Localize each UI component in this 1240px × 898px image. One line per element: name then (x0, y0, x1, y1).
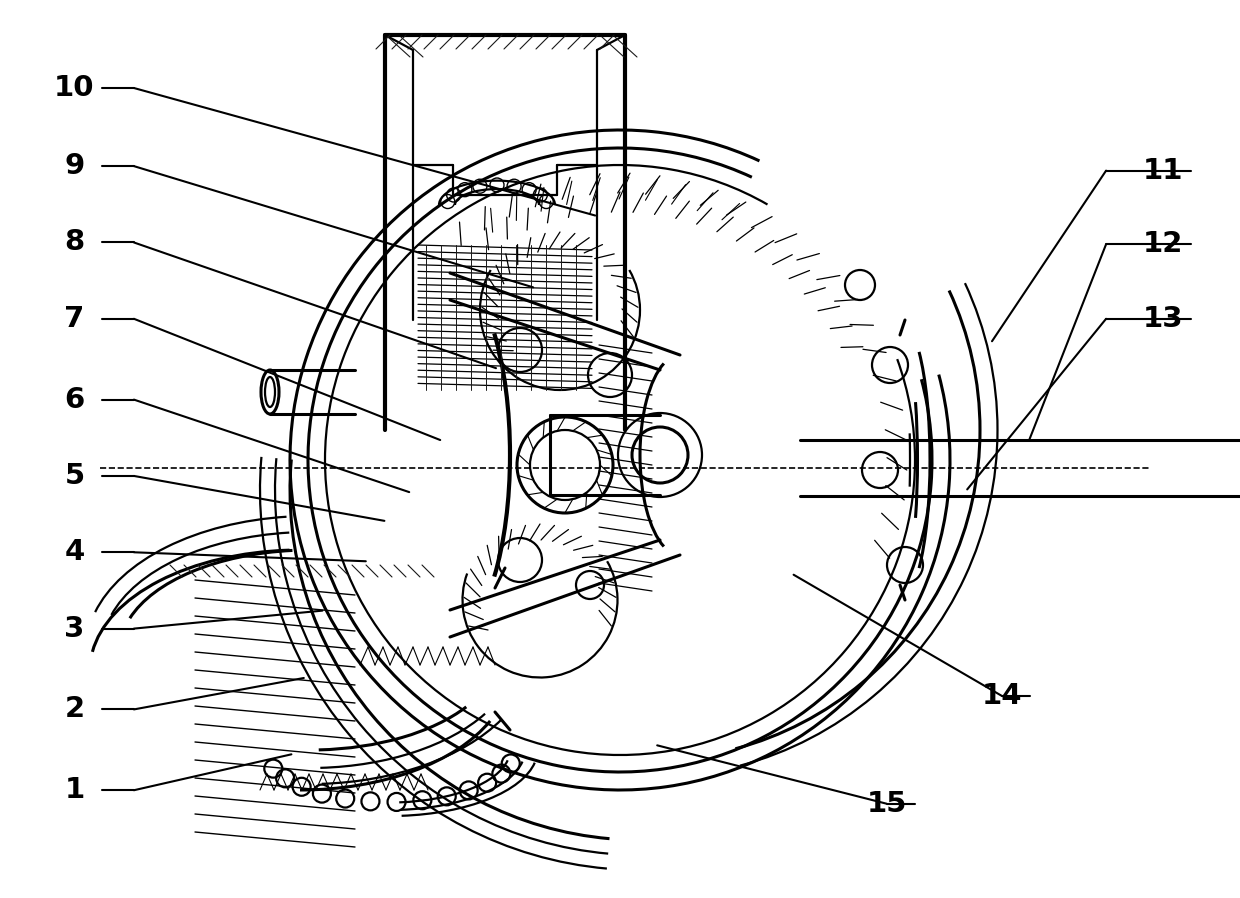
Text: 15: 15 (867, 789, 906, 818)
Text: 14: 14 (982, 682, 1022, 710)
Text: 4: 4 (64, 538, 84, 567)
Text: 10: 10 (55, 74, 94, 102)
Text: 1: 1 (64, 776, 84, 805)
Text: 3: 3 (64, 614, 84, 643)
Text: 9: 9 (64, 152, 84, 180)
Text: 11: 11 (1143, 156, 1183, 185)
Text: 13: 13 (1143, 304, 1183, 333)
Text: 7: 7 (64, 304, 84, 333)
Text: 5: 5 (64, 462, 84, 490)
Text: 12: 12 (1143, 230, 1183, 259)
Text: 8: 8 (64, 228, 84, 257)
Text: 6: 6 (64, 385, 84, 414)
Text: 2: 2 (64, 695, 84, 724)
